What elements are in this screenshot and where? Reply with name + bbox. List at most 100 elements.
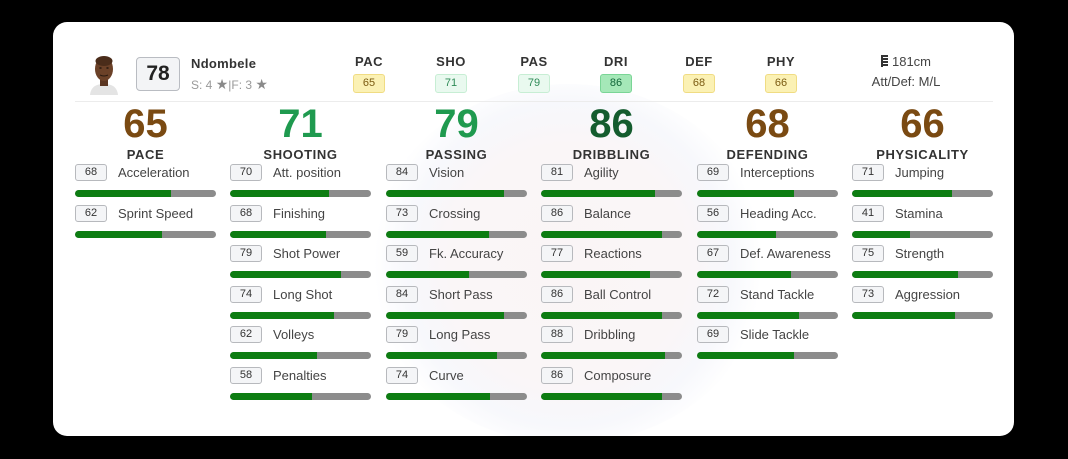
attribute-progress-fill xyxy=(697,352,795,359)
attribute-progress-fill xyxy=(230,190,329,197)
attribute-progress-bar xyxy=(230,190,371,197)
attribute-progress-bar xyxy=(75,190,216,197)
attribute-value-badge: 79 xyxy=(230,245,262,262)
attribute-name: Balance xyxy=(584,205,631,221)
attribute-value-badge: 69 xyxy=(697,326,729,343)
category-name: PHYSICALITY xyxy=(876,147,969,162)
attribute-row: 86 Composure xyxy=(541,366,682,408)
attribute-row: 67 Def. Awareness xyxy=(697,245,838,286)
stat-column-pace: 65 PACE 68 Acceleration 62 Sprint Speed xyxy=(75,102,216,245)
attribute-value-badge: 69 xyxy=(697,164,729,181)
stat-column-physicality: 66 PHYSICALITY 71 Jumping 41 Stamina 75 Strengt… xyxy=(852,102,993,326)
attribute-name: Long Shot xyxy=(273,286,333,302)
attribute-name: Interceptions xyxy=(740,165,815,180)
attribute-progress-fill xyxy=(75,230,163,238)
attribute-progress-fill xyxy=(697,230,776,238)
attribute-value-badge: 71 xyxy=(852,164,884,181)
attribute-progress-fill xyxy=(386,190,505,197)
attribute-name: Sprint Speed xyxy=(118,205,194,221)
player-stats-card: 78 Ndombele S: 4 ★|F: 3 ★ PAC 65 SHO 71 … xyxy=(53,22,1014,436)
header-stat-label: PAS xyxy=(520,54,548,69)
attribute-value-badge: 75 xyxy=(852,245,884,262)
attribute-progress-bar xyxy=(541,311,682,319)
attribute-value-badge: 86 xyxy=(541,366,573,384)
attribute-progress-fill xyxy=(541,311,663,319)
attribute-progress-bar xyxy=(541,271,682,278)
attribute-row: 59 Fk. Accuracy xyxy=(386,245,527,286)
header-stat-label: PAC xyxy=(355,54,383,69)
star-icon: ★ xyxy=(255,76,268,92)
attribute-value-badge: 84 xyxy=(386,164,418,181)
attribute-progress-fill xyxy=(852,311,955,319)
attribute-value-badge: 68 xyxy=(75,164,107,181)
attribute-value-badge: 88 xyxy=(541,326,573,343)
attribute-name: Curve xyxy=(429,367,464,383)
skill-moves-value: S: 4 xyxy=(191,78,213,92)
height-value: 181cm xyxy=(891,54,932,69)
header-stat-pas: PAS 79 xyxy=(504,54,564,93)
attribute-name: Agility xyxy=(584,165,619,180)
category-name: DEFENDING xyxy=(726,147,809,162)
attribute-name: Strength xyxy=(895,246,945,261)
attribute-progress-bar xyxy=(697,311,838,319)
stat-column-passing: 79 PASSING 84 Vision 73 Crossing 59 Fk. Accurac… xyxy=(386,102,527,407)
player-header: 78 Ndombele S: 4 ★|F: 3 ★ PAC 65 SHO 71 … xyxy=(53,22,1014,102)
attribute-row: 79 Shot Power xyxy=(230,245,371,286)
attribute-progress-bar xyxy=(386,230,527,238)
attribute-progress-bar xyxy=(386,271,527,278)
attribute-row: 69 Slide Tackle xyxy=(697,326,838,367)
attribute-progress-fill xyxy=(230,230,326,238)
attribute-row: 72 Stand Tackle xyxy=(697,285,838,327)
attribute-name: Ball Control xyxy=(584,286,652,302)
attribute-value-badge: 86 xyxy=(541,204,573,222)
attribute-value-badge: 74 xyxy=(386,366,418,384)
attribute-name: Shot Power xyxy=(273,246,341,261)
attribute-progress-bar xyxy=(697,271,838,278)
attribute-row: 58 Penalties xyxy=(230,366,371,408)
header-stat-label: DEF xyxy=(685,54,713,69)
attribute-name: Slide Tackle xyxy=(740,327,810,342)
attribute-progress-fill xyxy=(230,392,312,400)
attribute-progress-fill xyxy=(230,271,342,278)
attribute-name: Def. Awareness xyxy=(740,246,831,261)
attribute-value-badge: 62 xyxy=(75,204,107,222)
attribute-value-badge: 77 xyxy=(541,245,573,262)
attribute-name: Stamina xyxy=(895,205,943,221)
attribute-progress-bar xyxy=(852,190,993,197)
attribute-row: 75 Strength xyxy=(852,245,993,286)
attribute-progress-fill xyxy=(541,352,666,359)
header-stat-badge: 71 xyxy=(435,74,467,93)
category-rating: 66 xyxy=(900,102,945,146)
attribute-progress-fill xyxy=(541,190,656,197)
attribute-value-badge: 81 xyxy=(541,164,573,181)
attribute-value-badge: 73 xyxy=(386,204,418,222)
category-rating: 86 xyxy=(589,102,634,146)
attribute-progress-fill xyxy=(852,190,953,197)
player-info: 181cm Att/Def: M/L xyxy=(851,54,961,89)
attribute-name: Aggression xyxy=(895,286,961,302)
attribute-progress-bar xyxy=(541,392,682,400)
attribute-progress-fill xyxy=(852,230,910,238)
attribute-value-badge: 70 xyxy=(230,164,262,181)
attribute-row: 88 Dribbling xyxy=(541,326,682,367)
star-icon: ★ xyxy=(215,76,229,92)
attribute-row: 77 Reactions xyxy=(541,245,682,286)
attribute-progress-fill xyxy=(75,190,171,197)
stat-column-defending: 68 DEFENDING 69 Interceptions 56 Heading Acc.… xyxy=(697,102,838,367)
attribute-name: Short Pass xyxy=(429,286,493,302)
header-stat-badge: 86 xyxy=(600,74,632,93)
skill-weakfoot-line: S: 4 ★|F: 3 ★ xyxy=(191,76,268,93)
attribute-progress-fill xyxy=(230,311,335,319)
attribute-progress-bar xyxy=(230,352,371,359)
attribute-progress-bar xyxy=(697,230,838,238)
attribute-value-badge: 73 xyxy=(852,285,884,303)
attribute-progress-fill xyxy=(697,311,799,319)
attribute-row: 81 Agility xyxy=(541,164,682,205)
category-name: SHOOTING xyxy=(263,147,338,162)
attribute-value-badge: 84 xyxy=(386,285,418,303)
header-stat-label: PHY xyxy=(766,54,796,69)
attribute-row: 68 Acceleration xyxy=(75,164,216,205)
height-line: 181cm xyxy=(851,54,961,69)
attribute-name: Stand Tackle xyxy=(740,286,815,302)
attribute-name: Long Pass xyxy=(429,327,491,342)
